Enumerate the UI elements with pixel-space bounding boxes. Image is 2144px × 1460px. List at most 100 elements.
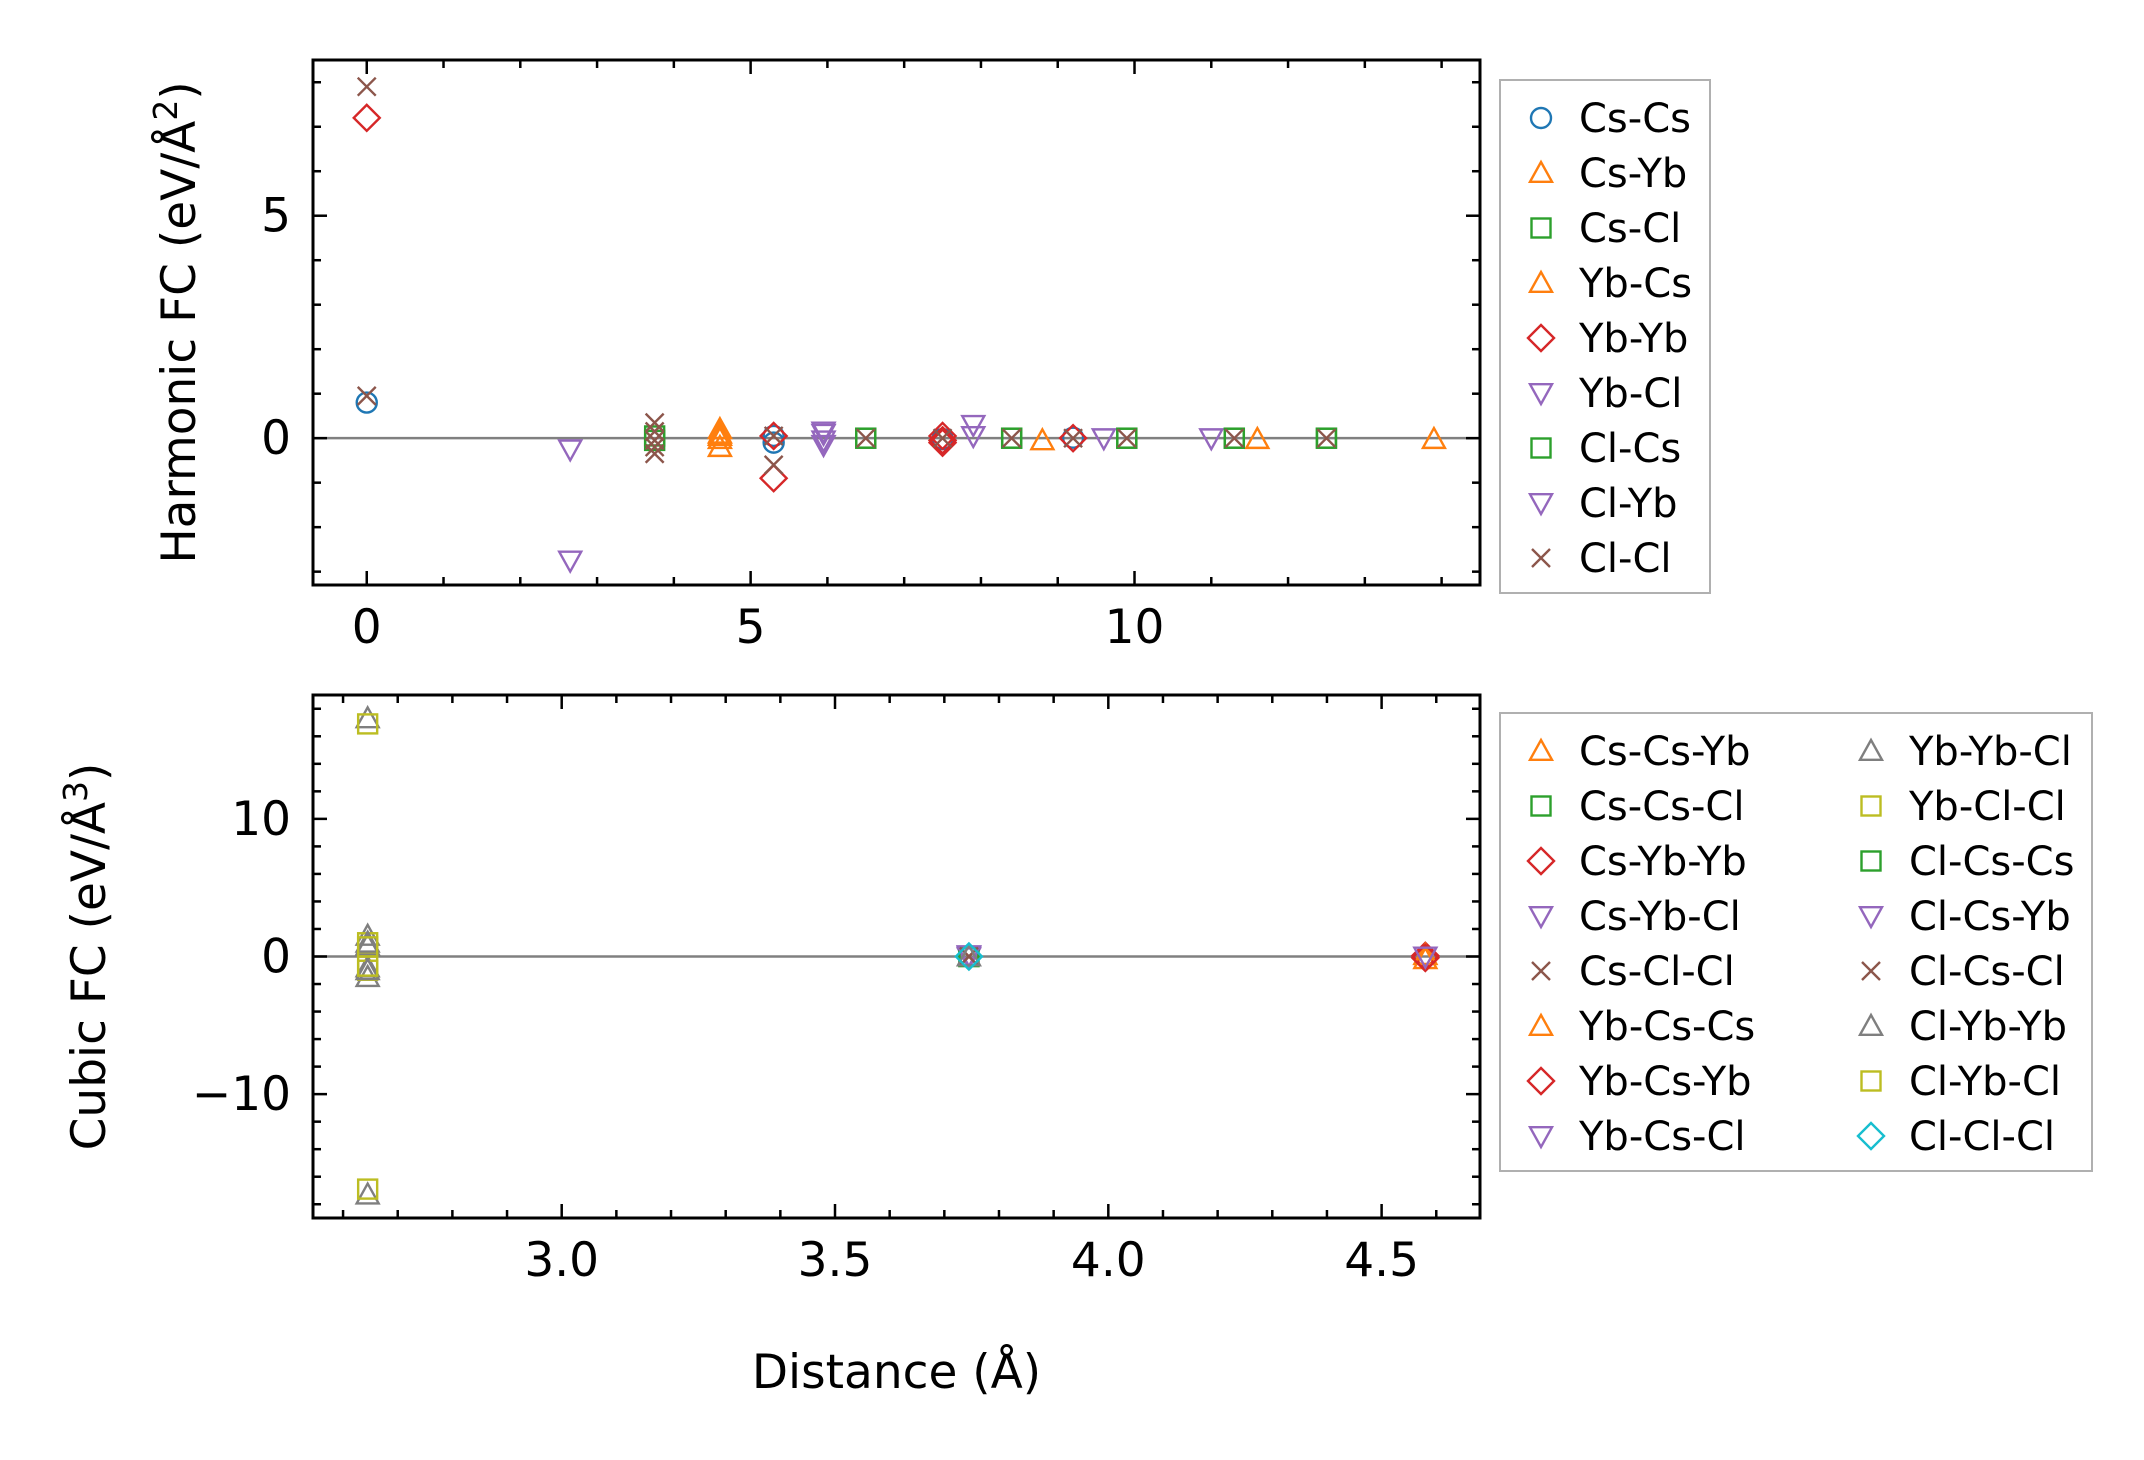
y-axis-label-close: ) bbox=[152, 81, 207, 99]
data-point-cs-yb bbox=[706, 433, 733, 458]
legend-marker-cs-yb-cl bbox=[1527, 906, 1555, 930]
legend-label-yb-cs-cl: Yb-Cs-Cl bbox=[1578, 1114, 1746, 1160]
legend-marker-cl-yb bbox=[1527, 493, 1555, 517]
data-point-yb-cs bbox=[706, 415, 733, 440]
harmonic-legend: Cs-Cs Cs-Yb Cs-Cl Yb-Cs Yb-Yb Yb-Cl Cl-Cs Cl-Yb… bbox=[1499, 79, 1711, 594]
data-point-cs-cs bbox=[762, 431, 785, 454]
legend-frame bbox=[1499, 79, 1711, 594]
legend-label-yb-cl: Yb-Cl bbox=[1578, 371, 1682, 417]
y-tick-label: 5 bbox=[261, 189, 291, 244]
legend-marker-cs-cs bbox=[1529, 106, 1553, 130]
data-point-yb-cl-cl bbox=[356, 1178, 379, 1200]
data-point-cl-cl bbox=[644, 412, 665, 433]
legend-label-cl-yb-yb: Cl-Yb-Yb bbox=[1909, 1004, 2067, 1050]
x-tick-label: 4.0 bbox=[1071, 1233, 1146, 1288]
x-tick-label: 3.5 bbox=[798, 1233, 873, 1288]
legend-label-cs-yb: Cs-Yb bbox=[1579, 151, 1687, 197]
data-point-cs-yb bbox=[1420, 425, 1447, 450]
data-point-cl-cl bbox=[855, 428, 876, 449]
x-tick-label: 0 bbox=[352, 600, 382, 655]
y-tick-label: 0 bbox=[261, 411, 291, 466]
data-point-cl-cl bbox=[763, 426, 784, 446]
legend-frame bbox=[1499, 712, 2093, 1172]
data-point-cs-yb bbox=[1029, 426, 1056, 451]
data-point-cl-cs-yb bbox=[1412, 946, 1439, 970]
data-point-yb-yb-cl bbox=[354, 704, 381, 729]
legend-marker-yb-yb-cl bbox=[1857, 737, 1885, 761]
data-point-yb-cl bbox=[810, 430, 837, 454]
data-point-cl-cl bbox=[356, 386, 377, 406]
data-point-cl-cl bbox=[356, 76, 377, 97]
data-point-yb-yb bbox=[1058, 423, 1088, 453]
harmonic-markers bbox=[352, 76, 1447, 575]
y-axis-label-text: Harmonic FC (eV/Å bbox=[152, 121, 207, 564]
data-point-cl-yb-yb bbox=[955, 943, 982, 967]
legend-marker-yb-yb bbox=[1526, 323, 1556, 353]
legend-label-cs-cl: Cs-Cl bbox=[1579, 206, 1681, 252]
legend-label-cl-cs: Cl-Cs bbox=[1579, 426, 1681, 472]
y-axis-label-exponent: 2 bbox=[146, 100, 185, 121]
legend-label-yb-cs-yb: Yb-Cs-Yb bbox=[1578, 1059, 1752, 1105]
legend-label-yb-cs: Yb-Cs bbox=[1578, 261, 1692, 307]
data-point-cl-cl bbox=[644, 443, 665, 464]
data-point-yb-yb bbox=[927, 427, 958, 458]
legend-marker-cl-cs bbox=[1530, 437, 1552, 459]
y-axis-label-exponent: 3 bbox=[56, 781, 95, 802]
data-point-yb-yb-cl bbox=[354, 922, 381, 946]
data-point-yb-cs-cs bbox=[1412, 941, 1439, 966]
data-point-cl-cl bbox=[763, 455, 784, 475]
data-point-cl-cs bbox=[1223, 427, 1246, 449]
legend-marker-cs-cs-cl bbox=[1530, 795, 1552, 817]
data-point-cl-cl bbox=[1063, 428, 1083, 449]
x-tick-label: 5 bbox=[736, 600, 766, 655]
legend-marker-cl-cs-yb bbox=[1857, 906, 1885, 930]
data-point-cl-cs bbox=[855, 427, 877, 449]
y-axis-label: Cubic FC (eV/Å3) bbox=[56, 763, 117, 1151]
data-point-cl-yb bbox=[810, 421, 837, 445]
data-point-cl-cs bbox=[1315, 427, 1338, 449]
legend-label-cs-yb-cl: Cs-Yb-Cl bbox=[1579, 894, 1741, 940]
legend-label-cl-cl-cl: Cl-Cl-Cl bbox=[1909, 1114, 2055, 1160]
data-point-cl-yb-cl bbox=[356, 955, 379, 977]
x-tick-label: 10 bbox=[1105, 600, 1165, 655]
legend-marker-cs-yb bbox=[1527, 159, 1555, 184]
legend-label-cl-cs-yb: Cl-Cs-Yb bbox=[1909, 894, 2071, 940]
cubic-fc-panel: 3.0 3.5 4.0 4.5 −10 0 10 Cubic FC (eV/Å3) Dist… bbox=[56, 693, 2093, 1400]
legend-marker-cl-yb-cl bbox=[1860, 1070, 1882, 1092]
legend-label-yb-yb-cl: Yb-Yb-Cl bbox=[1908, 729, 2072, 775]
legend-marker-cl-cs-cs bbox=[1860, 850, 1882, 872]
legend-label-yb-cl-cl: Yb-Cl-Cl bbox=[1908, 784, 2066, 830]
legend-marker-yb-cs-cs bbox=[1527, 1012, 1555, 1037]
data-point-cs-cs bbox=[355, 391, 378, 414]
data-point-cl-cl bbox=[932, 428, 953, 449]
data-point-cl-cl-cl bbox=[954, 941, 984, 972]
legend-label-yb-cs-cs: Yb-Cs-Cs bbox=[1578, 1004, 1755, 1050]
data-point-yb-yb bbox=[758, 421, 789, 451]
data-point-yb-yb bbox=[352, 103, 382, 133]
data-point-cl-yb-yb bbox=[354, 929, 381, 953]
legend-marker-cs-cs-yb bbox=[1527, 737, 1555, 761]
legend-label-cs-cl-cl: Cs-Cl-Cl bbox=[1579, 949, 1735, 995]
data-point-cs-yb bbox=[1244, 425, 1271, 450]
data-point-cl-yb bbox=[960, 425, 987, 450]
cubic-markers bbox=[354, 704, 1441, 1205]
data-point-cl-cl bbox=[644, 437, 665, 457]
data-point-cl-cs bbox=[1116, 427, 1138, 449]
data-point-cl-cl bbox=[1316, 428, 1337, 449]
data-point-yb-cl bbox=[1090, 428, 1117, 452]
y-axis-label: Harmonic FC (eV/Å2) bbox=[146, 81, 207, 563]
legend-label-cl-yb: Cl-Yb bbox=[1579, 481, 1678, 527]
data-point-yb-cl bbox=[557, 439, 584, 463]
data-point-cs-cs bbox=[1061, 426, 1085, 449]
legend-marker-cs-yb-yb bbox=[1526, 846, 1556, 876]
data-point-yb-cl bbox=[1198, 428, 1225, 452]
axis-ticks: 0 5 10 0 5 bbox=[261, 60, 1480, 655]
y-axis-label-text: Cubic FC (eV/Å bbox=[62, 802, 117, 1150]
plot-frame bbox=[311, 58, 1482, 587]
y-tick-label: 10 bbox=[231, 792, 291, 847]
x-tick-label: 4.5 bbox=[1344, 1233, 1419, 1288]
legend-marker-yb-cl-cl bbox=[1860, 795, 1882, 817]
legend-marker-cl-cs-cl bbox=[1861, 961, 1881, 981]
